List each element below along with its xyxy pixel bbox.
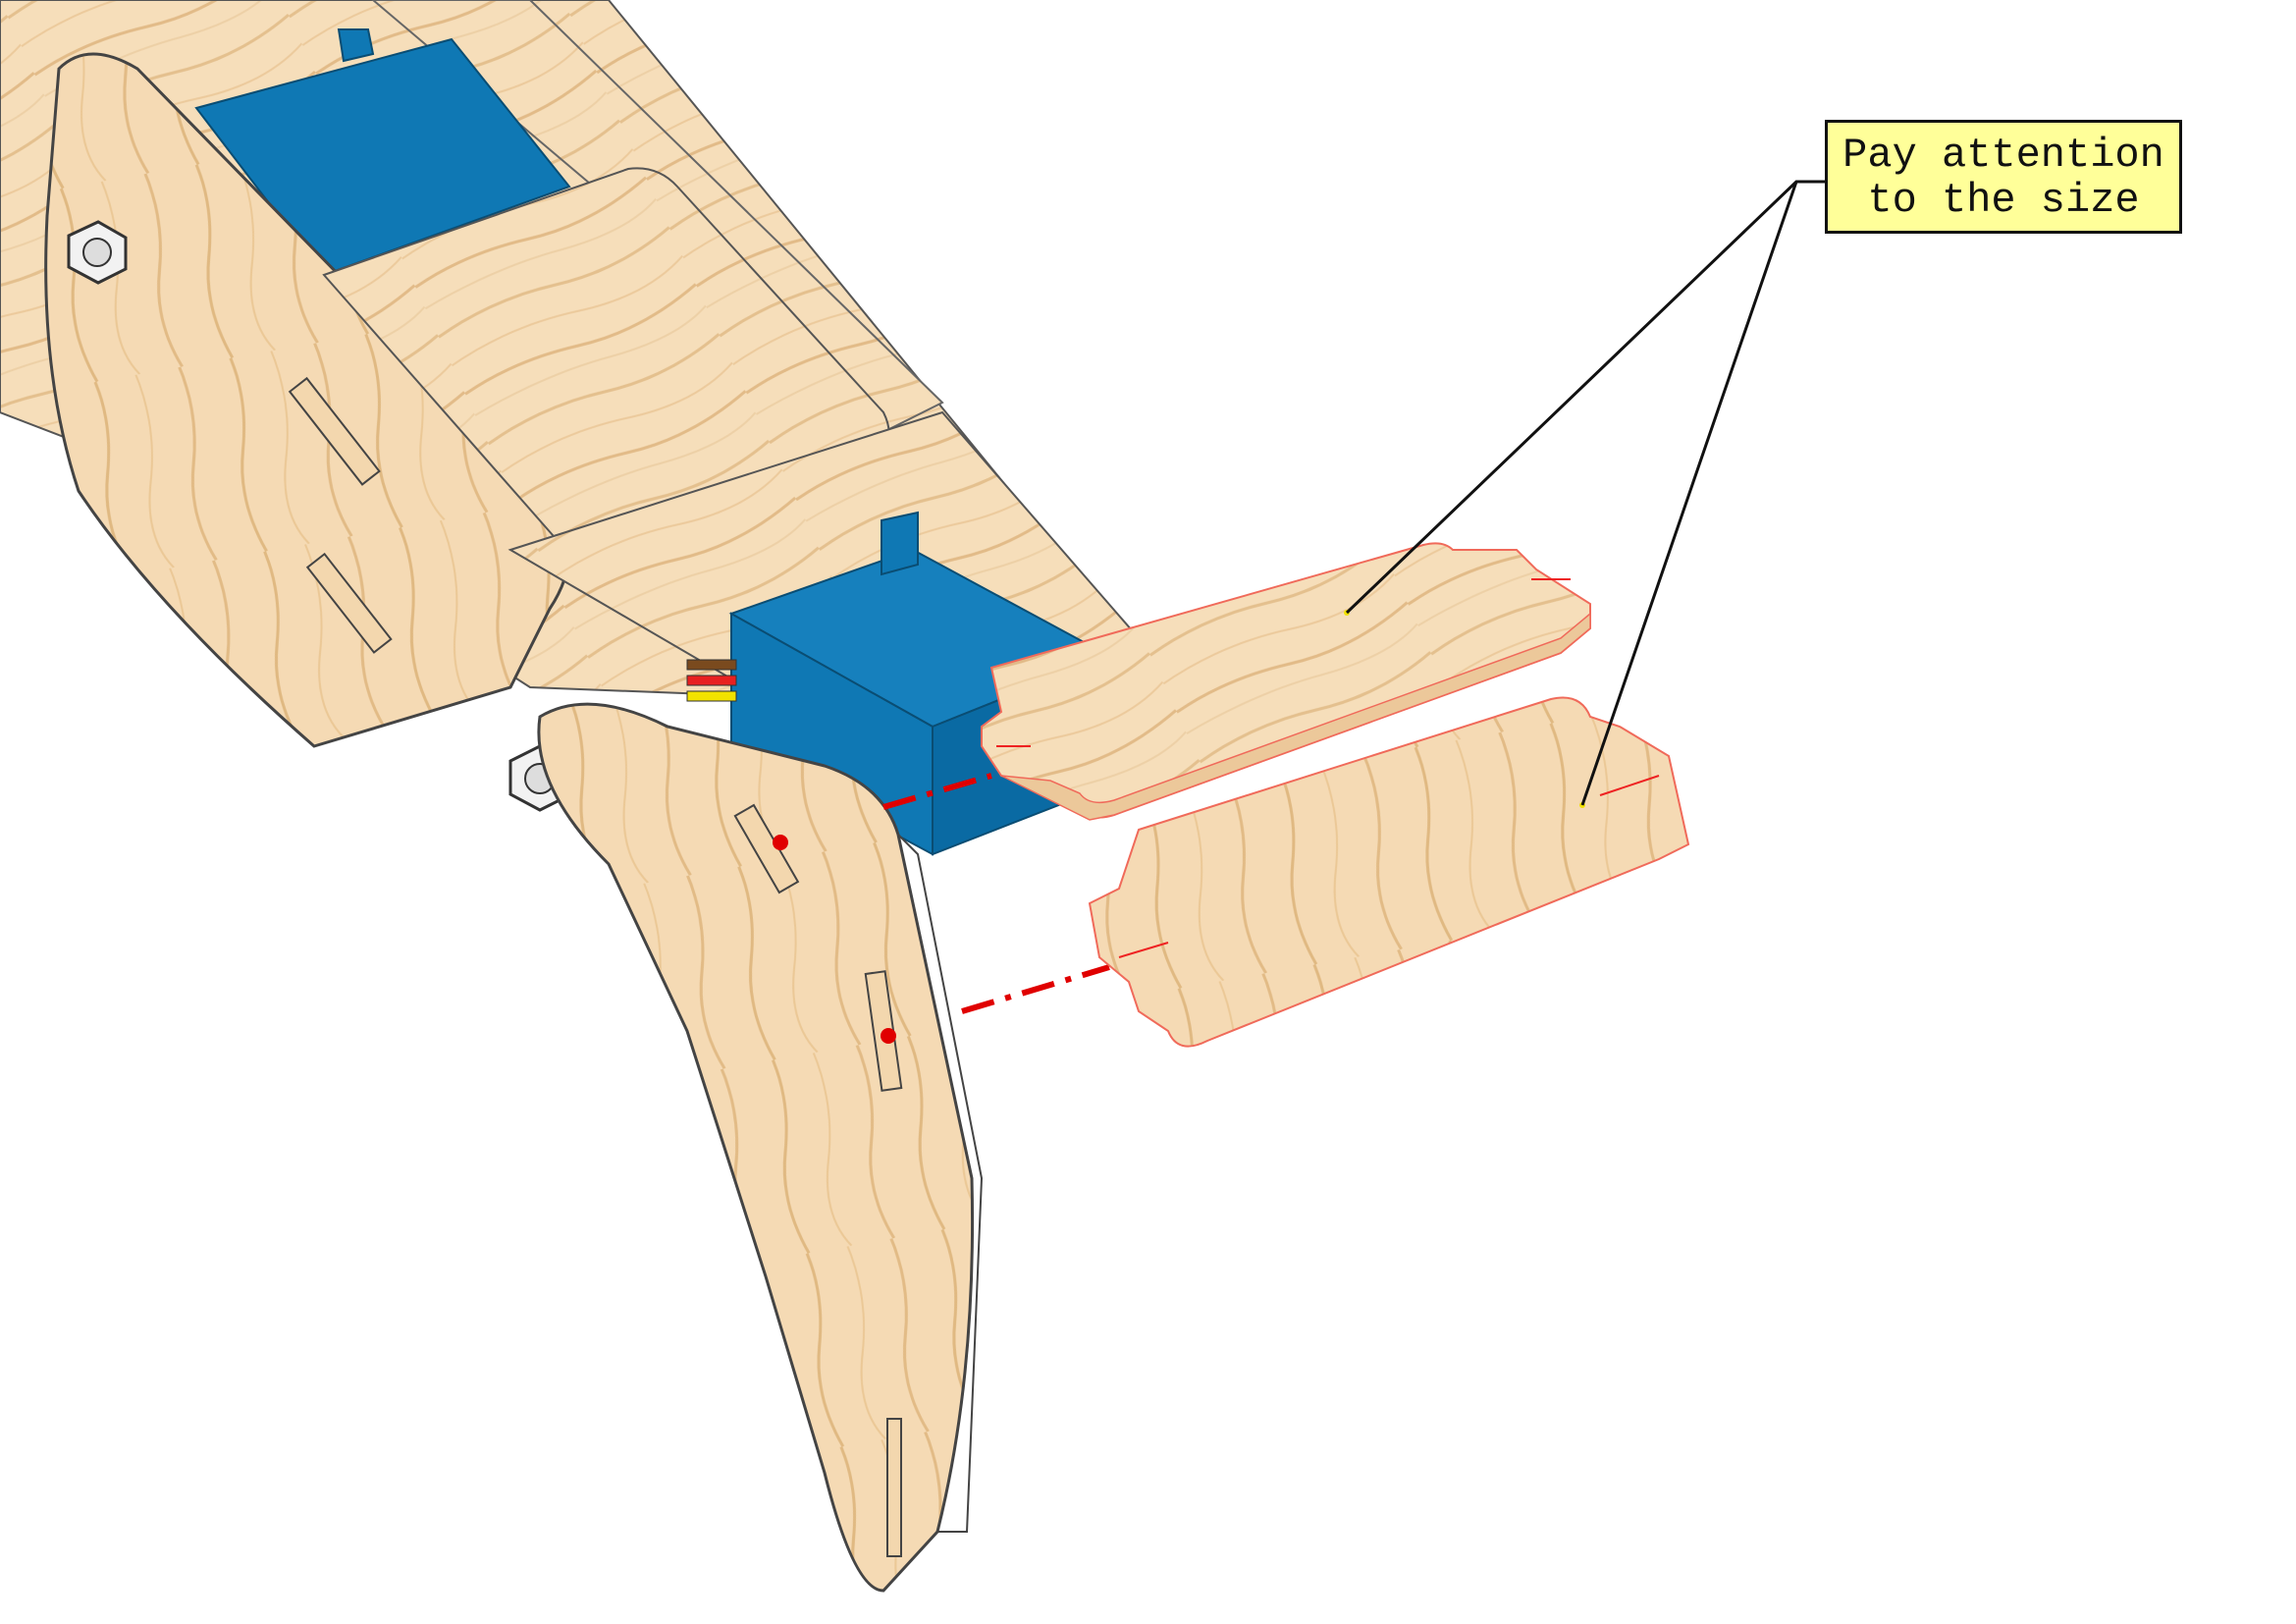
left-side-plate [44,52,571,748]
size-warning-callout: Pay attention to the size [1825,120,2182,234]
callout-line-1: Pay attention [1842,132,2164,179]
loose-plate-upper [981,542,1591,821]
gripper-plate [537,702,984,1593]
servo-wires [686,659,737,702]
callout-line-2: to the size [1867,177,2140,224]
hex-nut-upper [67,220,128,285]
callout-leaders [1345,180,1825,806]
loose-plate-lower [1088,696,1690,1048]
guide-lines [773,773,1110,1044]
